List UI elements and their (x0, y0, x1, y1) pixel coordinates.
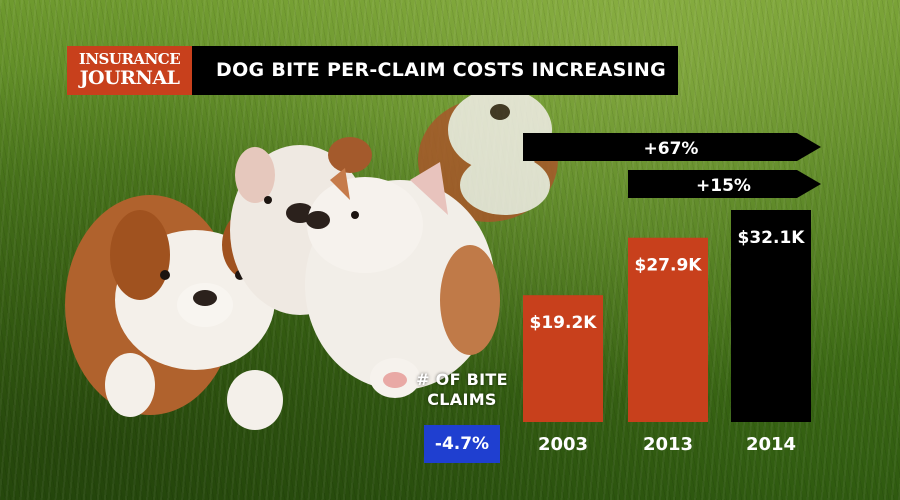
value-label-2003: $19.2K (530, 313, 598, 333)
x-axis-labels: 2003 2013 2014 (538, 434, 796, 455)
growth-arrow-2 (628, 170, 821, 198)
value-labels: $19.2K $27.9K $32.1K (530, 228, 806, 333)
value-label-2014: $32.1K (738, 228, 806, 248)
value-label-2013: $27.9K (635, 256, 703, 276)
bar-2014 (731, 210, 811, 422)
logo-line-1: INSURANCE (78, 50, 181, 68)
logo-line-2: JOURNAL (79, 67, 180, 89)
category-label-2014: 2014 (746, 434, 796, 455)
bite-claims-value: -4.7% (424, 425, 500, 463)
growth-arrow-1 (523, 133, 821, 161)
puppy-background (418, 88, 558, 222)
bar-2013 (628, 237, 708, 422)
chart-title: DOG BITE PER-CLAIM COSTS INCREASING (192, 46, 678, 95)
category-label-2013: 2013 (643, 434, 693, 455)
bar-2003 (523, 295, 603, 422)
growth-label-2: +15% (696, 176, 751, 196)
growth-label-1: +67% (644, 139, 699, 159)
growth-arrows: +67% +15% (523, 133, 821, 198)
bite-claims-label: # OF BITE CLAIMS (416, 370, 508, 409)
bars (523, 210, 811, 422)
category-label-2003: 2003 (538, 434, 588, 455)
puppy-front (305, 162, 500, 398)
puppy-left (65, 195, 283, 430)
insurance-journal-logo: INSURANCE JOURNAL (67, 46, 192, 95)
